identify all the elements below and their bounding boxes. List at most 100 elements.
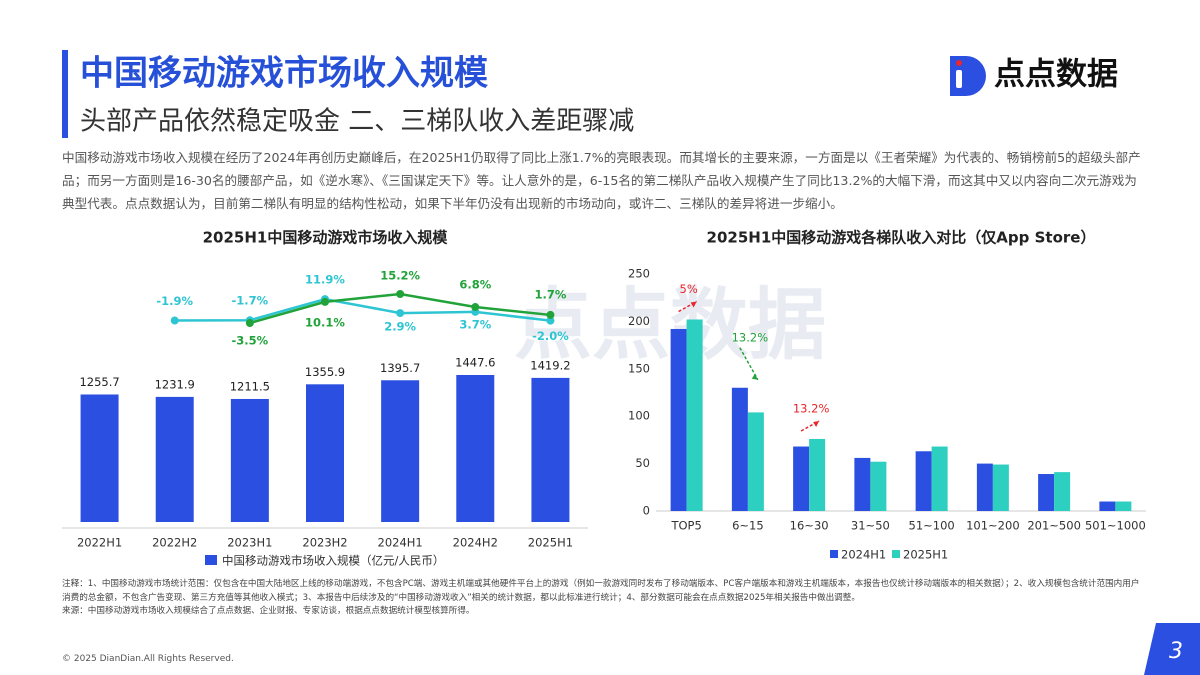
bar [747, 412, 764, 511]
bar [793, 446, 810, 511]
annotation: 13.2% [793, 401, 830, 415]
x-tick-label: 201~500 [1027, 519, 1081, 533]
logo-mark-dot [956, 60, 962, 66]
line-value-label: 1.7% [534, 287, 566, 301]
x-tick-label: TOP5 [670, 519, 701, 533]
bar [686, 319, 703, 511]
line-point [471, 303, 480, 312]
slide-title: 中国移动游戏市场收入规模 [80, 54, 488, 94]
legend-swatch [205, 555, 217, 565]
growth-line [174, 297, 551, 322]
bar [230, 398, 269, 522]
note-text: 注释：1、中国移动游戏市场统计范围：仅包含在中国大陆地区上线的移动端游戏，不包含… [62, 579, 1140, 603]
bar [1038, 474, 1055, 511]
line-point [396, 309, 405, 318]
bar-value-label: 1419.2 [530, 358, 570, 372]
y-tick-label: 50 [635, 456, 650, 470]
logo-mark-i [956, 70, 962, 88]
x-tick-label: 2023H2 [302, 536, 347, 550]
line-point [396, 290, 405, 298]
line-value-label: -1.7% [232, 294, 269, 308]
x-tick-label: 6~15 [732, 519, 764, 533]
line-point [170, 316, 179, 325]
line-point [546, 310, 555, 319]
line-value-label: 3.7% [459, 317, 491, 331]
annotation-arrowhead [751, 373, 758, 380]
bar [155, 396, 194, 522]
line-value-label: -2.0% [532, 329, 569, 343]
logo-mark [950, 56, 986, 96]
legend-label: 中国移动游戏市场收入规模（亿元/人民币） [222, 554, 444, 568]
y-tick-label: 100 [628, 409, 650, 423]
x-tick-label: 2023H1 [227, 536, 272, 550]
annotation-arrowhead [690, 301, 697, 308]
annotation: 5% [680, 282, 698, 296]
legend-label: 2025H1 [903, 548, 948, 562]
line-value-label: 15.2% [380, 269, 420, 283]
bar [731, 387, 748, 511]
legend-swatch [830, 550, 838, 558]
bar-value-label: 1211.5 [230, 379, 270, 393]
x-tick-label: 31~50 [851, 519, 890, 533]
bar [531, 377, 570, 522]
bar [1099, 501, 1116, 511]
watermark: 点点数据 [514, 280, 826, 370]
annotation: 13.2% [732, 330, 769, 344]
y-tick-label: 200 [628, 314, 650, 328]
annotation-arrowhead [813, 420, 820, 427]
logo-text: 点点数据 [994, 57, 1118, 93]
bar-value-label: 1255.7 [79, 375, 119, 389]
bar [306, 384, 344, 522]
bar [976, 463, 993, 511]
chart-title: 2025H1中国移动游戏市场收入规模 [203, 229, 449, 247]
line-value-label: 2.9% [384, 320, 416, 334]
intro-paragraph: 中国移动游戏市场收入规模在经历了2024年再创历史巅峰后，在2025H1仍取得了… [62, 150, 1141, 211]
x-tick-label: 2024H1 [378, 536, 423, 550]
slide-subtitle: 头部产品依然稳定吸金 二、三梯队收入差距骤减 [80, 107, 634, 137]
bar [1054, 472, 1071, 511]
page-number: 3 [1169, 639, 1183, 664]
notes: 注释：1、中国移动游戏市场统计范围：仅包含在中国大陆地区上线的移动端游戏，不包含… [62, 578, 1147, 619]
bar [931, 446, 948, 511]
x-tick-label: 101~200 [966, 519, 1020, 533]
bar-value-label: 1395.7 [380, 361, 420, 375]
bar [670, 328, 687, 511]
x-tick-label: 501~1000 [1085, 519, 1146, 533]
x-tick-label: 2025H1 [528, 536, 573, 550]
line-point [321, 297, 329, 306]
line-point [245, 319, 254, 327]
x-tick-label: 16~30 [790, 519, 829, 533]
line-point [546, 316, 555, 325]
bar [381, 380, 420, 522]
bar-value-label: 1231.9 [155, 377, 195, 391]
chart-title: 2025H1中国移动游戏各梯队收入对比（仅App Store） [707, 229, 1096, 247]
line-value-label: -1.9% [156, 294, 193, 308]
line-value-label: 11.9% [305, 273, 345, 287]
x-tick-label: 2022H2 [152, 536, 197, 550]
bar-value-label: 1355.9 [305, 365, 345, 379]
bar [870, 461, 887, 511]
bar [915, 451, 932, 511]
bar [80, 394, 119, 522]
bar [1115, 501, 1132, 511]
legend-label: 2024H1 [841, 548, 886, 562]
y-tick-label: 150 [628, 361, 650, 375]
x-tick-label: 2024H2 [453, 536, 498, 550]
x-tick-label: 51~100 [909, 519, 955, 533]
bar [809, 438, 826, 511]
source-text: 来源：中国移动游戏市场收入规模综合了点点数据、企业财报、专家访谈，根据点点数据统… [62, 606, 475, 616]
x-tick-label: 2022H1 [77, 536, 122, 550]
bar-value-label: 1447.6 [455, 356, 495, 370]
line-value-label: 6.8% [459, 278, 491, 292]
logo: 点点数据 [950, 56, 1118, 96]
legend-swatch [892, 550, 900, 558]
line-value-label: 10.1% [305, 315, 345, 329]
bar [456, 375, 495, 522]
y-tick-label: 250 [628, 267, 650, 281]
bar [854, 457, 871, 511]
line-value-label: -3.5% [232, 334, 269, 348]
copyright: © 2025 DianDian.All Rights Reserved. [62, 654, 234, 664]
y-tick-label: 0 [643, 504, 650, 518]
